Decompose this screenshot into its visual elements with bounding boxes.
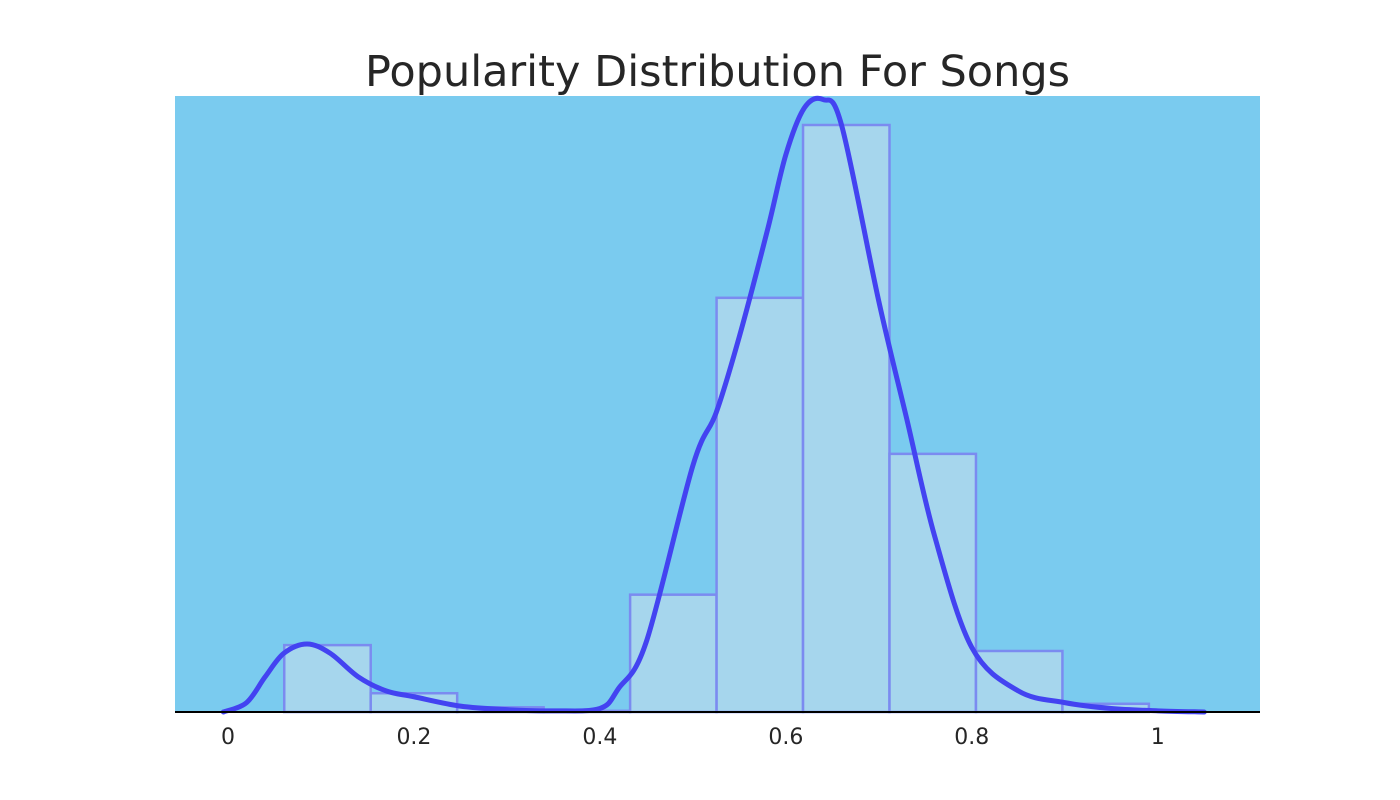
histogram-bar-6 (715, 296, 805, 714)
histogram-bar-7 (801, 123, 891, 714)
x-tick-label: 1 (1151, 725, 1165, 750)
x-tick-label: 0.4 (582, 725, 617, 750)
histogram-bars (282, 123, 1151, 714)
histogram-bar-8 (888, 452, 978, 714)
x-axis-ticks: 0 0.2 0.4 0.6 0.8 1 (221, 725, 1165, 750)
x-tick-label: 0.2 (396, 725, 431, 750)
x-tick-label: 0.8 (954, 725, 989, 750)
x-tick-label: 0 (221, 725, 235, 750)
x-tick-label: 0.6 (768, 725, 803, 750)
density-curve (220, 95, 1207, 715)
chart-title: Popularity Distribution For Songs (364, 47, 1071, 97)
